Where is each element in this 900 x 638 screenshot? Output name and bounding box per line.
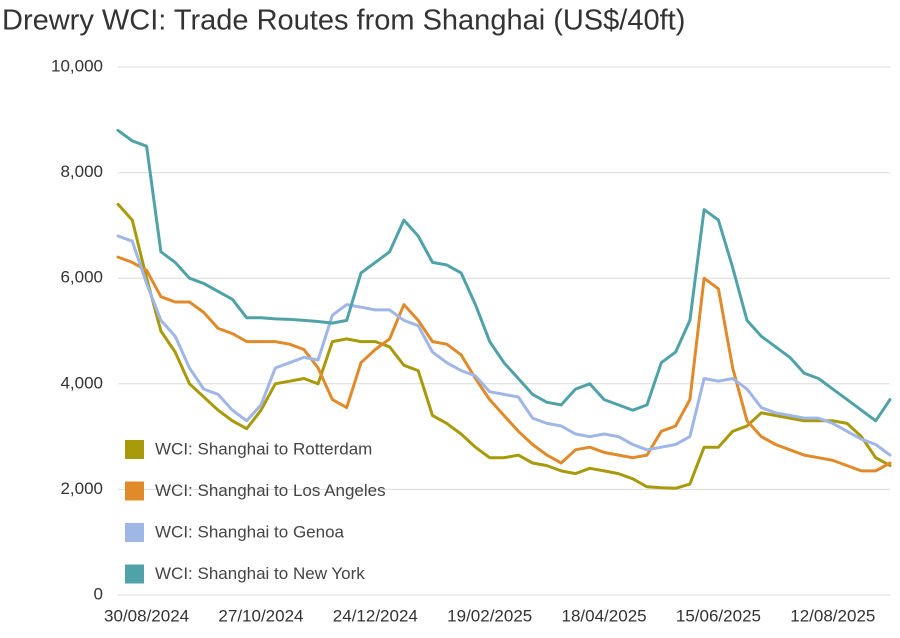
x-tick-label: 15/06/2025 — [676, 606, 761, 625]
series-line — [116, 255, 892, 473]
x-tick-label: 24/12/2024 — [333, 606, 418, 625]
legend-label: WCI: Shanghai to Genoa — [155, 522, 345, 541]
series-line — [116, 128, 892, 423]
legend-swatch — [125, 564, 144, 584]
legend-swatch — [125, 523, 144, 542]
series-line — [116, 234, 892, 457]
y-tick-label: 10,000 — [51, 56, 103, 75]
legend-label: WCI: Shanghai to Rotterdam — [155, 439, 372, 458]
y-tick-label: 6,000 — [60, 268, 103, 287]
x-tick-label: 30/08/2024 — [104, 606, 189, 625]
x-tick-label: 18/04/2025 — [562, 606, 647, 625]
x-tick-label: 12/08/2025 — [790, 606, 875, 625]
chart-title: Drewry WCI: Trade Routes from Shanghai (… — [2, 5, 685, 37]
y-tick-label: 0 — [94, 584, 103, 603]
x-tick-label: 19/02/2025 — [447, 606, 532, 625]
legend-swatch — [125, 440, 144, 459]
legend-label: WCI: Shanghai to New York — [155, 564, 365, 583]
x-tick-label: 27/10/2024 — [218, 606, 303, 625]
series-line — [116, 202, 892, 490]
legend-label: WCI: Shanghai to Los Angeles — [155, 481, 386, 500]
y-tick-label: 2,000 — [60, 479, 103, 498]
y-tick-label: 4,000 — [60, 373, 103, 392]
legend-swatch — [125, 481, 144, 501]
y-tick-label: 8,000 — [60, 162, 103, 181]
